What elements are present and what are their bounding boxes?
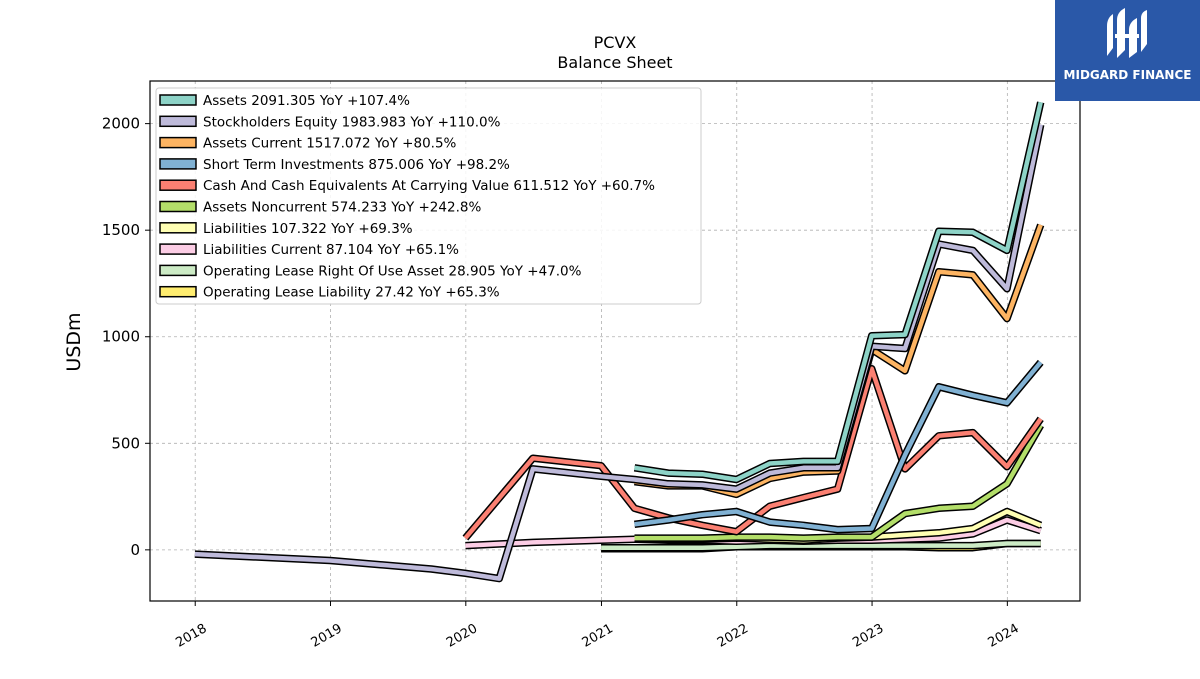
legend-swatch: [159, 94, 197, 106]
y-axis-label: USDm: [63, 312, 85, 371]
y-tick-label: 500: [111, 434, 140, 452]
series-line-stroke: [463, 366, 1043, 540]
plot-frame: [149, 80, 1081, 602]
series-line-1: [633, 101, 1045, 484]
legend-swatch: [159, 200, 197, 213]
chart-title: PCVX: [594, 33, 637, 52]
series-line-6: [634, 423, 1044, 542]
brand-logo: MIDGARD FINANCE: [1055, 0, 1200, 101]
series-line-stroke: [601, 541, 1041, 550]
series-line-5: [462, 364, 1044, 541]
y-tick-label: 2000: [102, 115, 140, 133]
y-tick-label: 1500: [102, 221, 140, 239]
series-line-9: [601, 539, 1041, 552]
legend-entry-label: Short Term Investments 875.006 YoY +98.2…: [203, 157, 510, 173]
legend-swatch: [159, 136, 197, 149]
legend-entry-label: Operating Lease Right Of Use Asset 28.90…: [203, 263, 582, 279]
legend-entry-label: Stockholders Equity 1983.983 YoY +110.0%: [203, 114, 501, 130]
legend-entry-label: Assets Noncurrent 574.233 YoY +242.8%: [203, 200, 481, 216]
legend-entry-label: Liabilities 107.322 YoY +69.3%: [203, 221, 413, 237]
legend-entry-label: Assets Current 1517.072 YoY +80.5%: [203, 136, 457, 152]
series-line-stroke: [634, 101, 1043, 482]
y-tick-label: 1000: [102, 328, 140, 346]
legend-swatch: [159, 222, 197, 234]
legend-box: [155, 87, 702, 305]
legend: Assets 2091.305 YoY +107.4% Stockholders …: [155, 87, 702, 305]
series-line-stroke: [194, 124, 1043, 581]
legend-entry-label: Operating Lease Liability 27.42 YoY +65.…: [203, 285, 500, 301]
midgard-logo-icon: [1107, 8, 1147, 58]
legend-swatch: [159, 179, 197, 191]
legend-entry-label: Liabilities Current 87.104 YoY +65.1%: [203, 242, 459, 258]
series-line-2: [194, 123, 1045, 583]
series-line-stroke: [634, 424, 1043, 541]
series-line-4: [634, 359, 1044, 534]
series-line-stroke: [634, 360, 1043, 532]
legend-entry-label: Cash And Cash Equivalents At Carrying Va…: [203, 178, 655, 194]
legend-entry-label: Assets 2091.305 YoY +107.4%: [203, 93, 410, 109]
legend-swatch: [159, 115, 197, 128]
legend-swatch: [159, 264, 197, 277]
chart-subtitle: Balance Sheet: [557, 53, 672, 72]
legend-swatch: [159, 158, 197, 170]
y-tick-label: 0: [130, 541, 140, 559]
brand-name: MIDGARD FINANCE: [1063, 68, 1192, 82]
legend-swatch: [159, 243, 197, 255]
series-lines: [194, 101, 1045, 583]
legend-swatch: [159, 285, 197, 298]
